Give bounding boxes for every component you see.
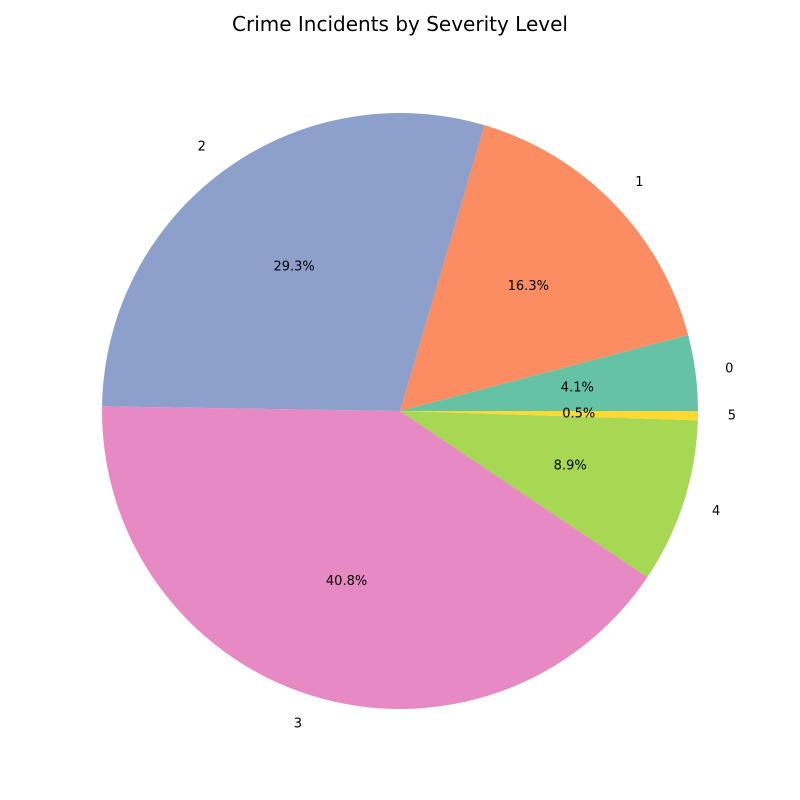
pie-slice-4	[400, 411, 698, 578]
slice-percent-label-2: 29.3%	[273, 259, 314, 274]
slice-category-label-2: 2	[198, 139, 206, 154]
slice-category-label-5: 5	[728, 409, 736, 424]
pie-slice-2	[102, 112, 485, 411]
chart-title: Crime Incidents by Severity Level	[232, 12, 568, 36]
pie-labels: 0 4.1% 1 16.3% 2 29.3% 3 40.8% 4 8.9% 5 0.5%	[198, 139, 736, 731]
pie-slice-0	[400, 335, 698, 411]
slice-category-label-4: 4	[712, 504, 720, 519]
slice-category-label-1: 1	[635, 175, 643, 190]
slice-percent-label-3: 40.8%	[326, 574, 367, 589]
pie-slice-5	[400, 411, 698, 421]
slice-percent-label-4: 8.9%	[554, 458, 587, 473]
pie-slice-3	[102, 406, 648, 710]
slice-percent-label-0: 4.1%	[561, 381, 594, 396]
slice-category-label-3: 3	[294, 716, 302, 731]
slice-category-label-0: 0	[725, 361, 733, 376]
pie-slice-1	[400, 125, 689, 411]
slice-percent-label-5: 0.5%	[562, 406, 595, 421]
slice-percent-label-1: 16.3%	[508, 279, 549, 294]
pie-slices	[102, 112, 698, 710]
